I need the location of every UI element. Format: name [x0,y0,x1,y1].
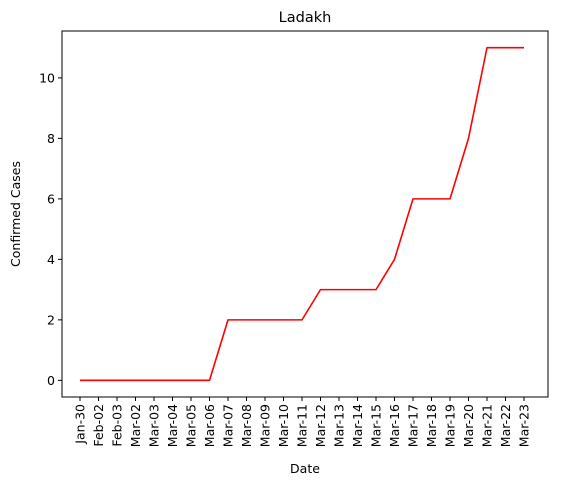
y-tick-label: 8 [47,131,55,146]
x-tick-label: Jan-30 [73,404,88,445]
series-line [80,46,524,382]
x-tick-label: Mar-04 [165,404,180,447]
y-tick-label: 4 [47,252,55,267]
y-axis: 0 2 4 6 8 10 [39,70,62,388]
x-tick-label: Mar-17 [406,404,421,447]
x-tick-label: Mar-11 [295,404,310,447]
x-tick-label: Feb-02 [91,404,106,447]
x-tick-label: Mar-20 [461,404,476,447]
x-tick-label: Mar-16 [387,404,402,447]
x-tick-label: Mar-14 [350,404,365,447]
plot-area [61,30,549,398]
x-tick-label: Mar-08 [239,404,254,447]
y-tick-label: 10 [39,70,55,85]
x-tick-label: Mar-12 [313,404,328,447]
x-tick-label: Feb-03 [110,404,125,447]
x-tick-label: Mar-02 [128,404,143,447]
x-tick-label: Mar-22 [498,404,513,447]
x-tick-label: Mar-18 [424,404,439,447]
x-tick-label: Mar-10 [276,404,291,447]
y-tick-label: 2 [47,312,55,327]
chart-title: Ladakh [279,10,332,26]
x-axis: Jan-30 Feb-02 Feb-03 Mar-02 Mar-03 Mar-04 Mar-… [73,397,532,447]
x-tick-label: Mar-15 [369,404,384,447]
series-group [80,46,524,382]
x-tick-label: Mar-23 [517,404,532,447]
x-tick-label: Mar-07 [221,404,236,447]
x-tick-label: Mar-05 [184,404,199,447]
x-tick-label: Mar-09 [258,404,273,447]
x-tick-label: Mar-06 [202,404,217,447]
y-tick-label: 6 [47,191,55,206]
x-axis-label: Date [290,461,320,476]
x-tick-label: Mar-13 [332,404,347,447]
y-axis-label: Confirmed Cases [8,161,23,267]
x-tick-label: Mar-03 [147,404,162,447]
x-tick-label: Mar-19 [443,404,458,447]
y-tick-label: 0 [47,373,55,388]
x-tick-label: Mar-21 [480,404,495,447]
